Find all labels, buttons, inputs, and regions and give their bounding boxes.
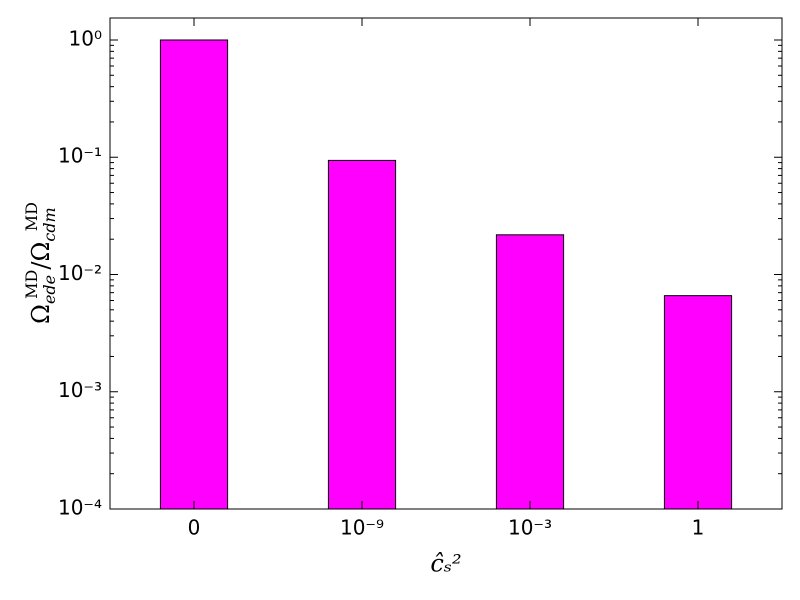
x-tick-label: 1 <box>692 516 705 540</box>
y-tick-label: 10⁻³ <box>58 378 102 402</box>
y-tick-label: 10⁻¹ <box>58 144 102 168</box>
bar <box>663 295 733 510</box>
y-tick-label: 10⁰ <box>69 26 102 50</box>
x-tick-label: 0 <box>188 516 201 540</box>
y-axis-label: ΩedeMD/ΩcdmMD <box>22 202 59 324</box>
y-tick-label: 10⁻⁴ <box>58 496 102 520</box>
bar <box>159 39 229 510</box>
plot-frame <box>109 17 783 510</box>
y-label-part: MD <box>22 202 41 231</box>
x-axis-label: ĉₛ² <box>430 550 461 578</box>
x-tick-label: 10⁻⁹ <box>340 516 384 540</box>
y-tick-label: 10⁻² <box>58 261 102 285</box>
y-label-part: cdm <box>40 207 59 241</box>
y-label-part: / <box>27 261 55 270</box>
y-label-part: ede <box>40 275 59 304</box>
bar <box>327 159 397 510</box>
y-label-part: MD <box>22 270 41 299</box>
y-label-part: Ω <box>27 242 55 262</box>
y-label-part: Ω <box>27 304 55 324</box>
x-tick-label: 10⁻³ <box>508 516 552 540</box>
bar <box>495 234 565 510</box>
